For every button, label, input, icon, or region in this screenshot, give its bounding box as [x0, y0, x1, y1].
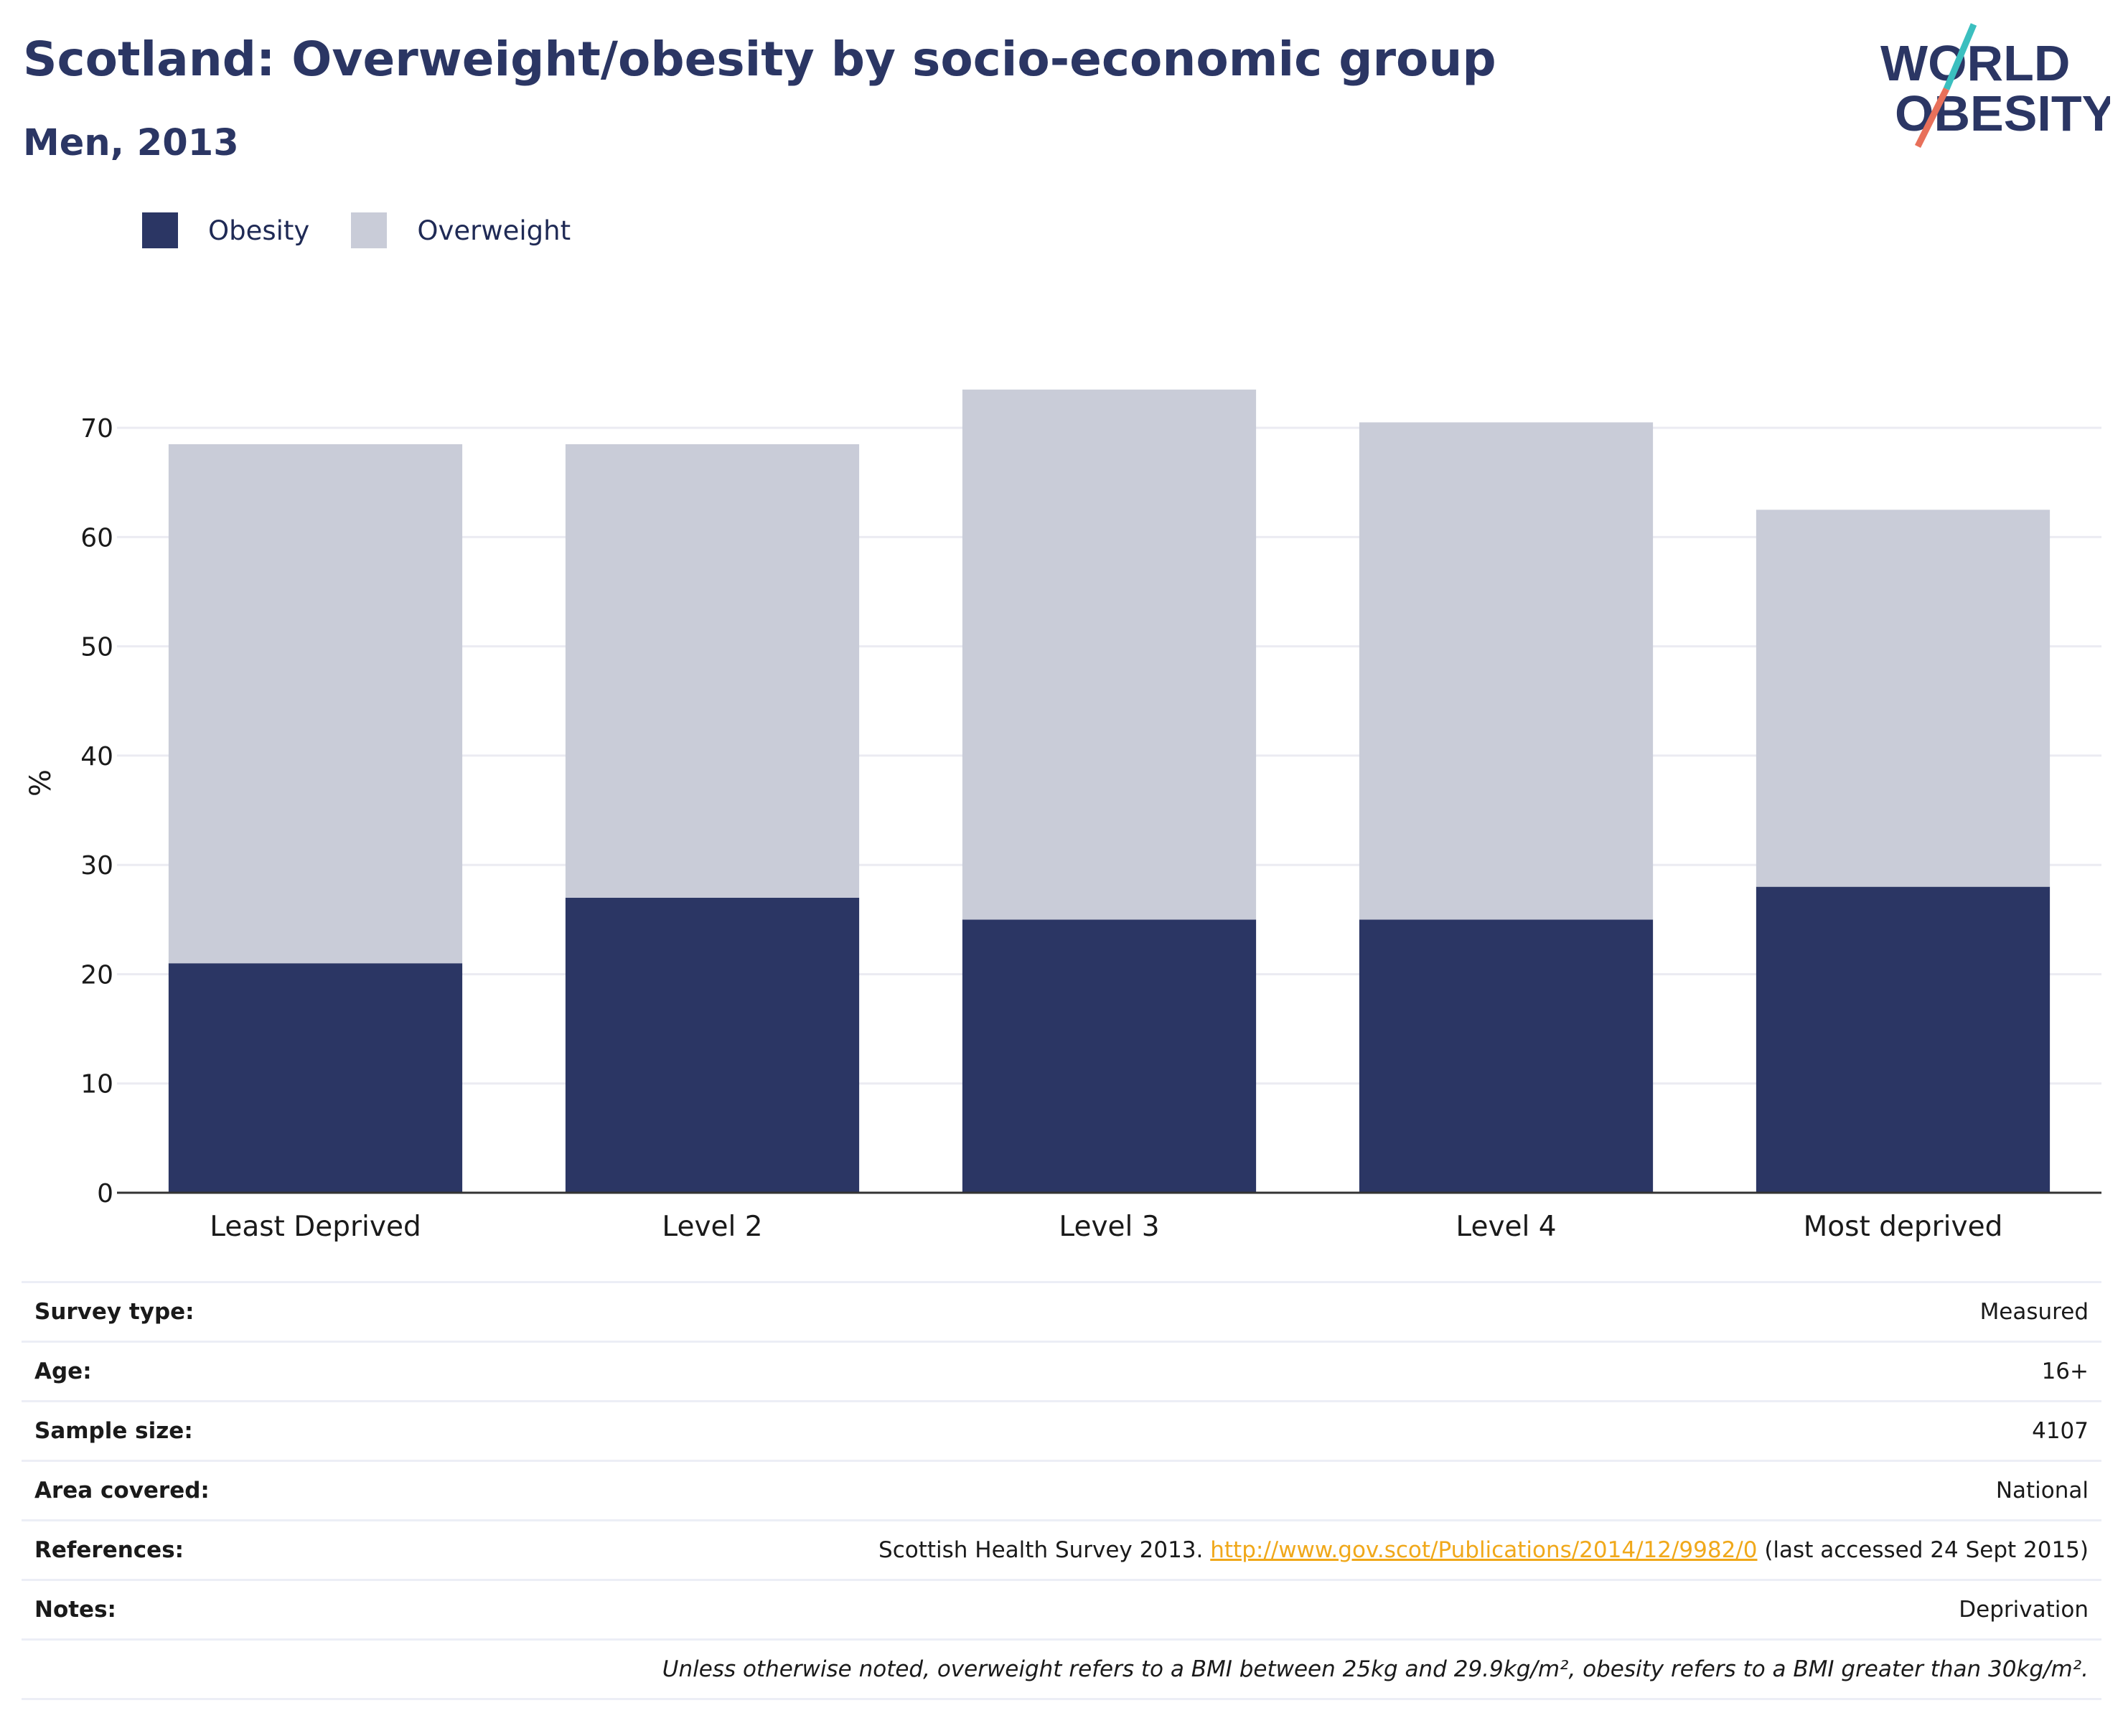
bar-obesity	[962, 919, 1257, 1193]
info-value: Scottish Health Survey 2013. http://www.…	[465, 1519, 2101, 1580]
info-label: References:	[22, 1519, 465, 1580]
info-row-area-covered: Area covered: National	[22, 1460, 2101, 1521]
info-label: Sample size:	[22, 1400, 465, 1461]
info-label: Survey type:	[22, 1281, 465, 1342]
bmi-footnote: Unless otherwise noted, overweight refer…	[22, 1638, 2101, 1700]
legend-label-obesity: Obesity	[208, 215, 310, 246]
legend-swatch-overweight	[351, 212, 388, 248]
y-axis-label: %	[24, 769, 57, 797]
bar-obesity	[565, 897, 860, 1193]
info-row-sample-size: Sample size: 4107	[22, 1400, 2101, 1461]
bar-obesity	[1359, 919, 1654, 1193]
info-value: Deprivation	[465, 1579, 2101, 1640]
info-label: Age:	[22, 1341, 465, 1402]
info-value: National	[465, 1460, 2101, 1521]
chart-subtitle: Men, 2013	[23, 122, 239, 164]
bar-obesity	[1756, 886, 2051, 1193]
bar-overweight	[1359, 422, 1654, 920]
legend-swatch-obesity	[142, 212, 178, 248]
x-tick-label: Most deprived	[1804, 1211, 2003, 1243]
info-label: Area covered:	[22, 1460, 465, 1521]
info-value: 16+	[465, 1341, 2101, 1402]
legend-label-overweight: Overweight	[417, 215, 571, 246]
bar-overweight	[168, 444, 463, 964]
survey-info-table: Survey type: Measured Age: 16+ Sample si…	[22, 1281, 2101, 1700]
logo-slash-top	[1943, 23, 1977, 90]
y-tick-label: 60	[80, 523, 113, 553]
y-tick-label: 70	[80, 414, 113, 444]
chart-legend: Obesity Overweight	[142, 212, 612, 248]
world-obesity-logo: WORLD OBESITY	[1880, 23, 2110, 149]
chart-title: Scotland: Overweight/obesity by socio-ec…	[23, 32, 1496, 87]
info-row-footnote: Unless otherwise noted, overweight refer…	[22, 1638, 2101, 1700]
reference-text: Scottish Health Survey 2013.	[878, 1537, 1211, 1563]
y-tick-label: 40	[80, 742, 113, 771]
info-row-notes: Notes: Deprivation	[22, 1579, 2101, 1640]
legend-item-overweight[interactable]: Overweight	[351, 212, 571, 248]
reference-link[interactable]: http://www.gov.scot/Publications/2014/12…	[1210, 1537, 1758, 1563]
y-tick-label: 20	[80, 960, 113, 990]
info-row-survey-type: Survey type: Measured	[22, 1281, 2101, 1342]
y-tick-label: 10	[80, 1070, 113, 1099]
info-value: Measured	[465, 1281, 2101, 1342]
legend-item-obesity[interactable]: Obesity	[142, 212, 309, 248]
bar-overweight	[565, 444, 860, 898]
logo-slash-bottom	[1914, 87, 1950, 149]
bar-overweight	[962, 389, 1257, 920]
info-row-age: Age: 16+	[22, 1341, 2101, 1402]
logo-line-1: WORLD	[1880, 35, 2070, 91]
y-tick-label: 30	[80, 851, 113, 881]
info-label: Notes:	[22, 1579, 465, 1640]
x-tick-label: Level 2	[662, 1211, 762, 1243]
y-tick-label: 0	[97, 1179, 113, 1209]
reference-accessed: (last accessed 24 Sept 2015)	[1757, 1537, 2089, 1563]
stacked-bar-chart: 0 10 20 30 40 50 60 70 Least Deprived Level 2 Leve…	[24, 389, 2101, 1243]
x-tick-label: Level 4	[1456, 1211, 1556, 1243]
info-row-references: References: Scottish Health Survey 2013.…	[22, 1519, 2101, 1580]
x-tick-label: Least Deprived	[210, 1211, 421, 1243]
y-tick-label: 50	[80, 633, 113, 662]
info-value: 4107	[465, 1400, 2101, 1461]
x-tick-label: Level 3	[1059, 1211, 1159, 1243]
bar-obesity	[168, 963, 463, 1193]
bar-overweight	[1756, 510, 2051, 887]
